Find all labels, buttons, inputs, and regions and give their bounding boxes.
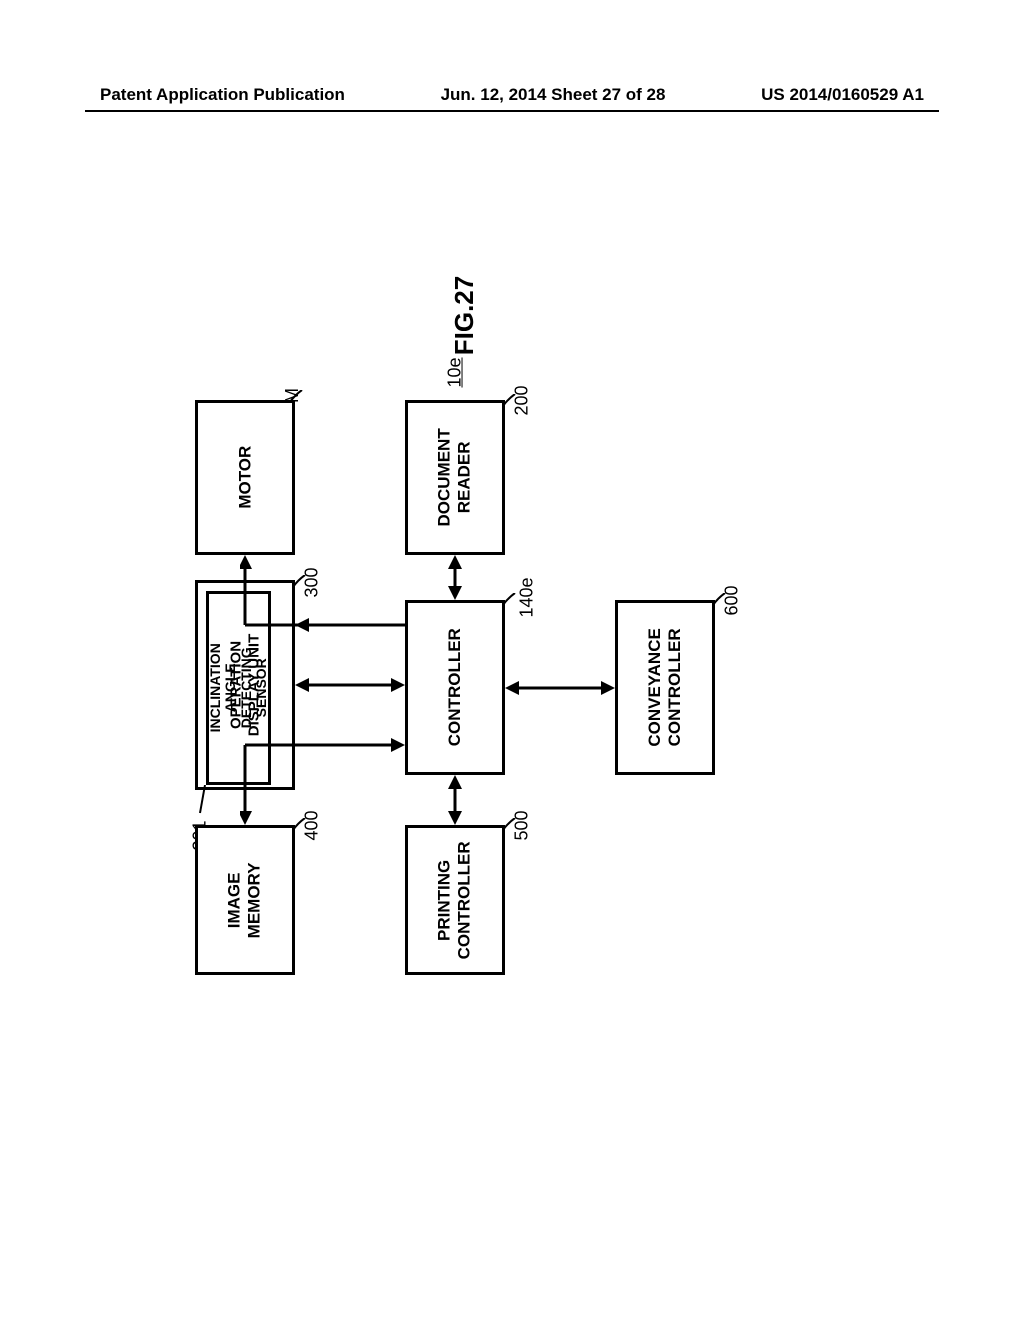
motor-block: MOTOR [195, 400, 295, 555]
system-ref: 10e [445, 357, 466, 387]
header-rule [85, 110, 939, 112]
conveyance-controller-label: CONVEYANCECONTROLLER [645, 628, 686, 746]
arrow-elbow-imagemem [240, 740, 310, 830]
controller-block: CONTROLLER [405, 600, 505, 775]
controller-leader [503, 593, 518, 608]
printing-controller-label: PRINTINGCONTROLLER [435, 841, 476, 959]
docreader-leader [503, 394, 518, 409]
convctrl-leader [713, 593, 728, 608]
controller-ref: 140e [517, 577, 538, 617]
printctrl-leader [503, 818, 518, 833]
arrow-controller-printing [445, 775, 465, 825]
controller-label: CONTROLLER [445, 628, 465, 746]
printing-controller-block: PRINTINGCONTROLLER [405, 825, 505, 975]
arrow-controller-motor [295, 615, 405, 635]
sensor-leader [195, 785, 210, 815]
image-memory-label: IMAGEMEMORY [225, 862, 266, 938]
document-reader-block: DOCUMENTREADER [405, 400, 505, 555]
arrow-elbow-motor [240, 555, 310, 630]
figure-label: FIG.27 [449, 276, 480, 355]
header-left: Patent Application Publication [100, 85, 345, 105]
header-center: Jun. 12, 2014 Sheet 27 of 28 [441, 85, 666, 105]
arrow-controller-conveyance [505, 678, 615, 698]
arrow-controller-imagemem [295, 735, 405, 755]
arrow-controller-opdisplay [295, 675, 405, 695]
image-memory-block: IMAGEMEMORY [195, 825, 295, 975]
block-diagram: FIG.27 10e MOTOR M OPERATIONDISPLAY UNIT… [195, 280, 825, 1000]
header-right: US 2014/0160529 A1 [761, 85, 924, 105]
document-reader-label: DOCUMENTREADER [435, 428, 476, 526]
inclination-sensor-label: INCLINATIONANGLEDETECTINGSENSOR [208, 643, 270, 732]
motor-label: MOTOR [235, 446, 255, 509]
conveyance-controller-block: CONVEYANCECONTROLLER [615, 600, 715, 775]
motor-leader [290, 390, 305, 405]
page-header: Patent Application Publication Jun. 12, … [0, 85, 1024, 105]
arrow-controller-docreader [445, 555, 465, 600]
